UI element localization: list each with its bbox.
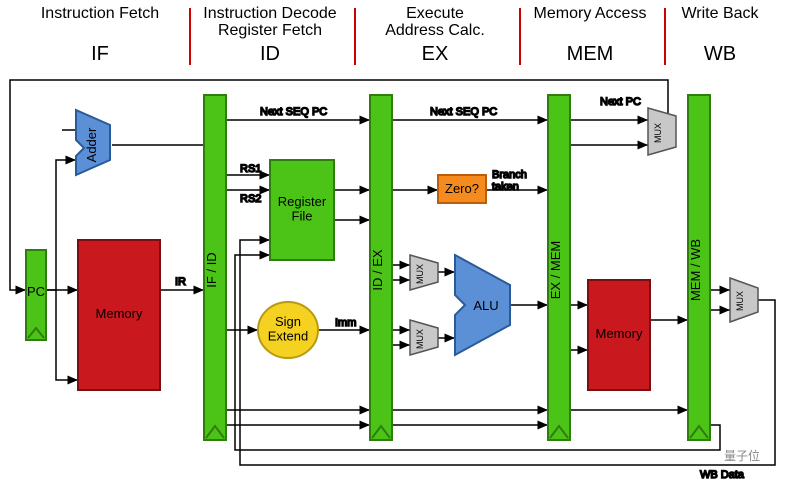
svg-text:IF / ID: IF / ID <box>204 252 219 287</box>
svg-text:Write Back: Write Back <box>681 5 759 22</box>
svg-text:Next SEQ PC: Next SEQ PC <box>430 106 497 118</box>
mux-nextpc: MUX <box>648 108 676 155</box>
svg-text:RS2: RS2 <box>240 193 261 205</box>
memwb-reg: MEM / WB <box>688 95 710 440</box>
svg-text:PC: PC <box>27 284 45 299</box>
svg-text:MEM / WB: MEM / WB <box>688 239 703 301</box>
svg-text:ALU: ALU <box>473 298 498 313</box>
svg-text:ID / EX: ID / EX <box>370 249 385 291</box>
ifid-reg: IF / ID <box>204 95 226 440</box>
svg-text:Memory: Memory <box>596 326 643 341</box>
svg-text:RS1: RS1 <box>240 163 261 175</box>
svg-text:MUX: MUX <box>735 291 745 311</box>
regfile: RegisterFile <box>270 160 334 260</box>
svg-text:Instruction Decode: Instruction Decode <box>203 5 337 22</box>
mux-a: MUX <box>410 255 438 290</box>
alu: ALU <box>455 255 510 355</box>
mux-wb: MUX <box>730 278 758 322</box>
svg-text:IR: IR <box>175 276 186 288</box>
dmem: Memory <box>588 280 650 390</box>
svg-text:Next PC: Next PC <box>600 96 641 108</box>
imem: Memory <box>78 240 160 390</box>
adder: Adder <box>76 110 110 175</box>
svg-text:EX / MEM: EX / MEM <box>548 241 563 300</box>
svg-text:ID: ID <box>260 43 280 65</box>
svg-text:MUX: MUX <box>653 123 663 143</box>
svg-text:Address Calc.: Address Calc. <box>385 22 485 39</box>
svg-text:Execute: Execute <box>406 5 464 22</box>
svg-text:WB Data: WB Data <box>700 469 745 481</box>
svg-text:Zero?: Zero? <box>445 181 479 196</box>
svg-text:Adder: Adder <box>84 127 99 162</box>
mux-b: MUX <box>410 320 438 355</box>
svg-text:Imm: Imm <box>335 317 356 329</box>
svg-text:IF: IF <box>91 43 109 65</box>
svg-text:Memory Access: Memory Access <box>534 5 647 22</box>
svg-text:Memory: Memory <box>96 306 143 321</box>
svg-text:MEM: MEM <box>567 43 614 65</box>
idex-reg: ID / EX <box>370 95 392 440</box>
svg-text:Instruction Fetch: Instruction Fetch <box>41 5 159 22</box>
svg-text:Next SEQ PC: Next SEQ PC <box>260 106 327 118</box>
svg-text:MUX: MUX <box>415 329 425 349</box>
sign-extend: SignExtend <box>258 302 318 358</box>
svg-text:WB: WB <box>704 43 736 65</box>
watermark: 量子位 <box>724 448 760 463</box>
svg-text:Register Fetch: Register Fetch <box>218 22 322 39</box>
svg-text:MUX: MUX <box>415 264 425 284</box>
pc-register: PC <box>26 250 46 340</box>
stage-headers: Instruction Fetch IF Instruction Decode … <box>41 5 760 65</box>
zero-detect: Zero? <box>438 175 486 203</box>
svg-text:EX: EX <box>422 43 449 65</box>
exmem-reg: EX / MEM <box>548 95 570 440</box>
